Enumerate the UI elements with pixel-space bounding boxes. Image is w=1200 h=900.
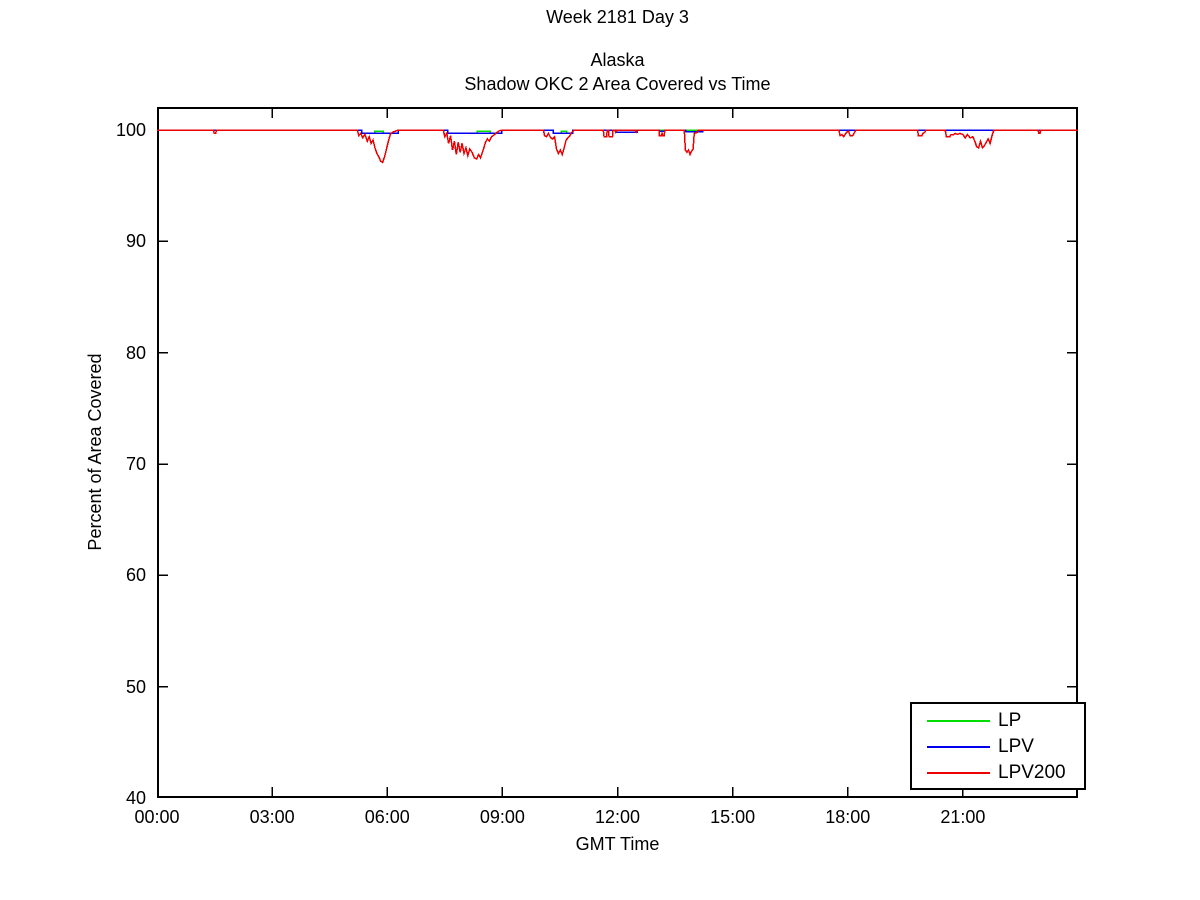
y-tick-label-40: 40 — [125, 788, 146, 808]
figure-suptitle: Week 2181 Day 3 — [546, 7, 689, 27]
x-tick-label-0300: 03:00 — [249, 807, 295, 827]
y-tick-label-60: 60 — [125, 565, 146, 586]
legend-label-lpv200: LPV200 — [998, 762, 1066, 783]
x-tick-label-2100: 21:00 — [940, 807, 986, 827]
chart-title-line2: Shadow OKC 2 Area Covered vs Time — [464, 74, 771, 94]
legend-line-lp-icon — [927, 720, 990, 722]
y-tick-label-80: 80 — [125, 342, 146, 363]
x-axis-label: GMT Time — [575, 834, 660, 854]
legend-entry-lpv: LPV — [912, 735, 1084, 759]
legend-label-lpv: LPV — [998, 736, 1034, 757]
legend-line-lpv-icon — [927, 746, 990, 748]
x-tick-label-1200: 12:00 — [594, 807, 641, 827]
x-tick-label-1800: 18:00 — [825, 807, 871, 827]
y-axis-label: Percent of Area Covered — [85, 353, 105, 551]
y-tick-label-90: 90 — [125, 231, 146, 252]
x-tick-label-1500: 15:00 — [710, 807, 756, 827]
legend: LP LPV LPV200 — [910, 702, 1086, 790]
chart-title-line1: Alaska — [590, 50, 645, 70]
legend-entry-lpv200: LPV200 — [912, 761, 1084, 785]
plot-canvas — [157, 107, 1078, 798]
legend-entry-lp: LP — [912, 709, 1084, 733]
x-tick-label-0600: 06:00 — [364, 807, 410, 827]
y-tick-label-50: 50 — [125, 676, 146, 697]
y-tick-label-100: 100 — [115, 120, 146, 141]
legend-label-lp: LP — [998, 710, 1022, 731]
x-tick-label-0000: 00:00 — [134, 807, 180, 827]
plot-area — [157, 107, 1078, 798]
x-tick-label-0900: 09:00 — [479, 807, 525, 827]
y-tick-label-70: 70 — [125, 454, 146, 475]
legend-line-lpv200-icon — [927, 772, 990, 774]
